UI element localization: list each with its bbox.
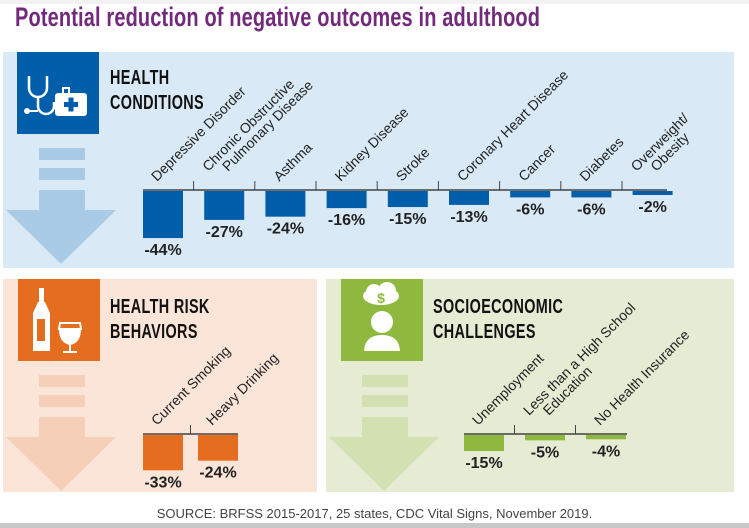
category-label-line: Unemployment bbox=[469, 350, 547, 428]
socioeconomic-challenges-panel: $ SOCIOECONOMIC CHALLENGES bbox=[326, 279, 734, 492]
bar bbox=[449, 191, 489, 205]
value-label: -27% bbox=[206, 224, 243, 241]
top-rule bbox=[0, 0, 749, 4]
value-label: -24% bbox=[267, 221, 304, 238]
category-label: Cancer bbox=[515, 141, 558, 184]
bar bbox=[198, 435, 238, 461]
category-label-line: Coronary Heart Disease bbox=[454, 66, 572, 184]
value-label: -15% bbox=[389, 211, 426, 228]
bar bbox=[571, 191, 612, 198]
bar bbox=[265, 191, 306, 217]
heading-line-1: SOCIOECONOMIC bbox=[433, 296, 564, 318]
category-label-line: Stroke bbox=[393, 144, 433, 184]
value-label: -13% bbox=[450, 209, 487, 226]
source-note: SOURCE: BRFSS 2015-2017, 25 states, CDC … bbox=[156, 506, 593, 521]
category-label: Asthma bbox=[270, 139, 315, 184]
wine-bottle-glass-icon bbox=[18, 279, 100, 361]
person-money-cloud-icon: $ bbox=[341, 279, 423, 361]
down-arrow-icon bbox=[6, 148, 116, 264]
category-label: Overweight/Obesity bbox=[627, 110, 701, 184]
value-label: -4% bbox=[592, 443, 620, 460]
health-conditions-panel: HEALTH CONDITIONS bbox=[3, 52, 734, 268]
bar bbox=[143, 435, 183, 471]
bottom-rule bbox=[0, 523, 749, 528]
bar bbox=[143, 191, 183, 239]
bar bbox=[326, 191, 367, 209]
heading-line-1: HEALTH bbox=[110, 67, 170, 89]
category-label-line: Asthma bbox=[270, 139, 315, 184]
category-label: Stroke bbox=[393, 144, 433, 184]
category-label-line: Cancer bbox=[515, 141, 558, 184]
heading-line-2: BEHAVIORS bbox=[110, 321, 198, 343]
heading-line-2: CONDITIONS bbox=[110, 92, 205, 114]
heading-line-2: CHALLENGES bbox=[433, 321, 536, 343]
value-label: -6% bbox=[577, 201, 605, 218]
bar bbox=[525, 435, 565, 441]
bar bbox=[510, 191, 551, 198]
heading-line-1: HEALTH RISK bbox=[110, 296, 210, 318]
down-arrow-icon bbox=[329, 375, 439, 491]
stethoscope-medical-kit-icon bbox=[17, 52, 99, 134]
bar bbox=[464, 435, 504, 452]
socioeconomic-challenges-heading: SOCIOECONOMIC CHALLENGES bbox=[433, 295, 563, 345]
value-label: -16% bbox=[328, 212, 365, 229]
category-label: Diabetes bbox=[576, 134, 626, 184]
risk-chart: -33%Current Smoking-24%Heavy Drinking bbox=[143, 343, 281, 491]
down-arrow-icon bbox=[6, 375, 116, 491]
socio-chart: -15%Unemployment-5%Less than a High Scho… bbox=[464, 299, 693, 472]
value-label: -44% bbox=[144, 242, 181, 259]
health-chart: -44%Depressive Disorder-27%Chronic Obstr… bbox=[143, 66, 701, 259]
health-risk-behaviors-heading: HEALTH RISK BEHAVIORS bbox=[110, 295, 210, 345]
bar bbox=[632, 191, 673, 195]
value-label: -2% bbox=[638, 199, 666, 216]
value-label: -15% bbox=[465, 455, 502, 472]
category-label: Unemployment bbox=[469, 350, 547, 428]
category-label-line: Diabetes bbox=[576, 134, 626, 184]
value-label: -24% bbox=[199, 465, 236, 482]
value-label: -6% bbox=[516, 201, 544, 218]
value-label: -5% bbox=[531, 444, 559, 461]
svg-text:$: $ bbox=[377, 290, 385, 306]
value-label: -33% bbox=[144, 474, 181, 491]
health-conditions-heading: HEALTH CONDITIONS bbox=[110, 66, 204, 116]
category-label: Coronary Heart Disease bbox=[454, 66, 572, 184]
page-title: Potential reduction of negative outcomes… bbox=[15, 2, 541, 32]
bar bbox=[586, 435, 626, 440]
bar bbox=[387, 191, 428, 208]
bar bbox=[204, 191, 245, 220]
